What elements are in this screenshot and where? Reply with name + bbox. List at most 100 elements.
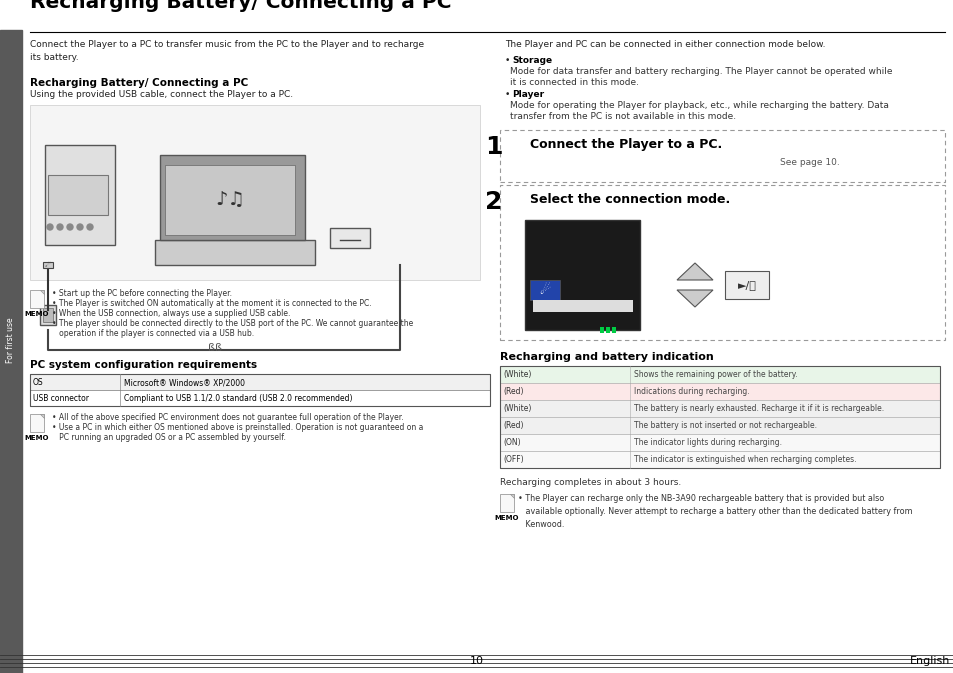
Text: •: • [504, 90, 513, 99]
Bar [154, 240, 314, 265]
Text: • The Player can recharge only the NB-3A90 rechargeable battery that is provided: • The Player can recharge only the NB-3A… [517, 494, 912, 530]
Polygon shape [677, 290, 712, 307]
Bar [45, 145, 115, 245]
Text: Compliant to USB 1.1/2.0 standard (USB 2.0 recommended): Compliant to USB 1.1/2.0 standard (USB 2… [124, 394, 352, 403]
Text: Recharging Battery/ Connecting a PC: Recharging Battery/ Connecting a PC [30, 78, 248, 88]
Bar [30, 374, 490, 390]
Text: The battery is not inserted or not rechargeable.: The battery is not inserted or not recha… [634, 421, 816, 430]
Text: Microsoft® Windows® XP/2000: Microsoft® Windows® XP/2000 [124, 378, 245, 387]
Text: • All of the above specified PC environment does not guarantee full operation of: • All of the above specified PC environm… [52, 413, 403, 422]
Text: Recharging and battery indication: Recharging and battery indication [499, 352, 713, 362]
Text: (White): (White) [502, 370, 531, 379]
Text: Player: Player [512, 90, 543, 99]
Bar [0, 30, 22, 673]
Text: OS: OS [33, 378, 44, 387]
Text: The indicator is extinguished when recharging completes.: The indicator is extinguished when recha… [634, 455, 856, 464]
Text: The battery is nearly exhausted. Recharge it if it is rechargeable.: The battery is nearly exhausted. Recharg… [634, 404, 883, 413]
Polygon shape [40, 290, 44, 294]
Text: See page 10.: See page 10. [780, 158, 839, 167]
Text: transfer from the PC is not available in this mode.: transfer from the PC is not available in… [510, 112, 736, 121]
Text: ♪♫: ♪♫ [214, 190, 245, 209]
Text: 2: 2 [484, 190, 502, 214]
Bar [160, 155, 305, 240]
Text: Connect the Player to a PC.: Connect the Player to a PC. [530, 138, 721, 151]
Text: The indicator lights during recharging.: The indicator lights during recharging. [634, 438, 781, 447]
Text: Recharging Battery/ Connecting a PC: Recharging Battery/ Connecting a PC [30, 0, 451, 12]
Text: •: • [504, 56, 513, 65]
Text: Select the connection mode.: Select the connection mode. [530, 193, 729, 206]
Circle shape [57, 224, 63, 230]
Polygon shape [510, 494, 514, 498]
Text: MEMO: MEMO [25, 311, 50, 317]
Text: (Red): (Red) [502, 421, 523, 430]
Text: USB connector: USB connector [33, 394, 89, 403]
Text: it is connected in this mode.: it is connected in this mode. [510, 78, 639, 87]
Circle shape [47, 224, 53, 230]
Circle shape [77, 224, 83, 230]
Text: (White): (White) [502, 404, 531, 413]
Bar [30, 105, 479, 280]
Bar [43, 262, 53, 268]
Circle shape [67, 224, 73, 230]
Text: Indications during recharging.: Indications during recharging. [634, 387, 749, 396]
Text: MEMO: MEMO [495, 515, 518, 521]
Text: • The Player is switched ON automatically at the moment it is connected to the P: • The Player is switched ON automaticall… [52, 299, 372, 308]
Text: Connect the Player to a PC to transfer music from the PC to the Player and to re: Connect the Player to a PC to transfer m… [30, 40, 424, 62]
Text: • Start up the PC before connecting the Player.: • Start up the PC before connecting the … [52, 289, 232, 298]
Text: 10: 10 [470, 656, 483, 666]
Text: The Player and PC can be connected in either connection mode below.: The Player and PC can be connected in ei… [504, 40, 824, 49]
Bar [530, 280, 559, 300]
Bar [30, 414, 44, 432]
Bar [499, 417, 939, 434]
Circle shape [87, 224, 92, 230]
Text: • When the USB connection, always use a supplied USB cable.: • When the USB connection, always use a … [52, 309, 290, 318]
Bar [499, 451, 939, 468]
Bar [605, 327, 609, 333]
Bar [499, 400, 939, 417]
Text: PC running an upgraded OS or a PC assembled by yourself.: PC running an upgraded OS or a PC assemb… [52, 433, 286, 442]
Text: ☄: ☄ [45, 262, 51, 268]
Bar [330, 228, 370, 248]
Bar [30, 290, 44, 308]
Text: • Use a PC in which either OS mentioned above is preinstalled. Operation is not : • Use a PC in which either OS mentioned … [52, 423, 423, 432]
Text: Recharging completes in about 3 hours.: Recharging completes in about 3 hours. [499, 478, 680, 487]
Text: (OFF): (OFF) [502, 455, 523, 464]
Text: Shows the remaining power of the battery.: Shows the remaining power of the battery… [634, 370, 797, 379]
Text: MEMO: MEMO [25, 435, 50, 441]
Bar [599, 327, 603, 333]
Bar [165, 165, 294, 235]
FancyBboxPatch shape [499, 130, 944, 182]
Text: English: English [909, 656, 949, 666]
Text: Mode for operating the Player for playback, etc., while recharging the battery. : Mode for operating the Player for playba… [510, 101, 888, 110]
Bar [48, 175, 108, 215]
Text: Mode for data transfer and battery recharging. The Player cannot be operated whi: Mode for data transfer and battery recha… [510, 67, 892, 76]
Text: ☄: ☄ [538, 285, 550, 297]
Bar [499, 366, 939, 468]
Bar [499, 366, 939, 383]
Bar [612, 327, 616, 333]
Bar [40, 305, 56, 325]
Text: ►/⏸: ►/⏸ [737, 280, 756, 290]
Text: For first use: For first use [7, 317, 15, 363]
Text: Storage: Storage [512, 56, 552, 65]
Text: Using the provided USB cable, connect the Player to a PC.: Using the provided USB cable, connect th… [30, 90, 293, 99]
Text: (ON): (ON) [502, 438, 520, 447]
Text: 1: 1 [484, 135, 502, 159]
Bar [524, 220, 639, 330]
Bar [499, 494, 514, 512]
Bar [30, 390, 490, 406]
Text: ßß: ßß [208, 343, 222, 353]
Bar [724, 271, 768, 299]
Text: operation if the player is connected via a USB hub.: operation if the player is connected via… [52, 329, 253, 338]
Text: (Red): (Red) [502, 387, 523, 396]
Polygon shape [40, 414, 44, 418]
Bar [533, 300, 633, 312]
Bar [499, 434, 939, 451]
FancyBboxPatch shape [499, 185, 944, 340]
Polygon shape [677, 263, 712, 280]
Text: PC system configuration requirements: PC system configuration requirements [30, 360, 257, 370]
Bar [499, 383, 939, 400]
Bar [43, 308, 53, 322]
Text: • The player should be connected directly to the USB port of the PC. We cannot g: • The player should be connected directl… [52, 319, 413, 328]
Bar [30, 374, 490, 406]
